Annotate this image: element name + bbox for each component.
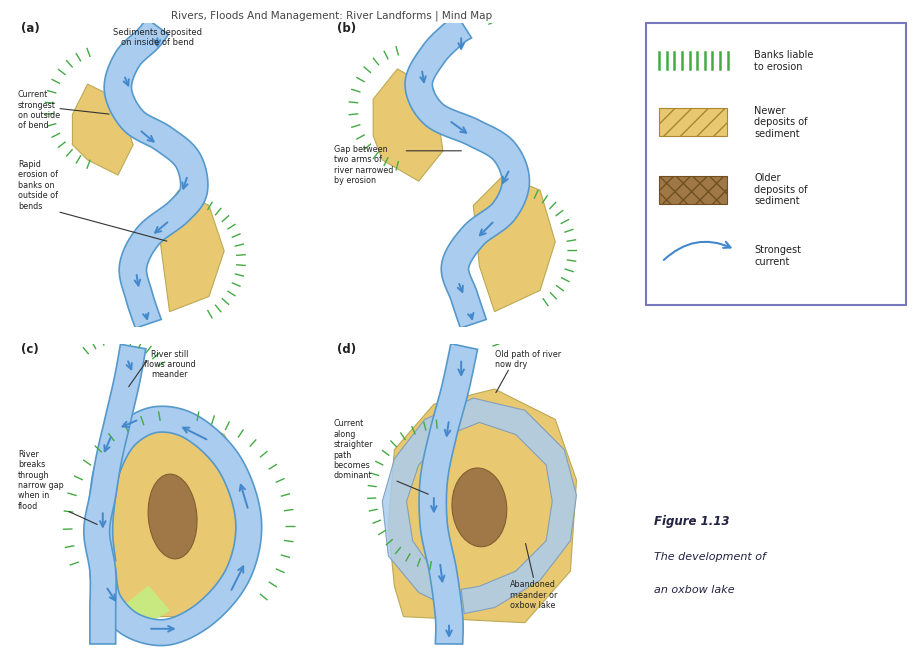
Text: (c): (c) <box>21 343 39 356</box>
Polygon shape <box>104 18 208 328</box>
Text: River
breaks
through
narrow gap
when in
flood: River breaks through narrow gap when in … <box>17 450 64 511</box>
Polygon shape <box>405 15 530 328</box>
Polygon shape <box>157 190 224 311</box>
Text: Current
strongest
on outside
of bend: Current strongest on outside of bend <box>17 90 60 130</box>
Ellipse shape <box>452 468 507 547</box>
Text: River still
flows around
meander: River still flows around meander <box>144 350 195 380</box>
Text: The development of: The development of <box>654 552 765 562</box>
Text: (b): (b) <box>337 23 356 35</box>
Polygon shape <box>382 398 577 614</box>
Text: Current
along
straighter
path
becomes
dominant: Current along straighter path becomes do… <box>333 420 373 480</box>
Text: Abandoned
meander or
oxbow lake: Abandoned meander or oxbow lake <box>509 580 557 610</box>
Polygon shape <box>473 175 555 311</box>
Polygon shape <box>118 586 169 623</box>
Text: Strongest
current: Strongest current <box>754 245 801 267</box>
Polygon shape <box>87 406 262 646</box>
FancyBboxPatch shape <box>646 23 906 305</box>
Polygon shape <box>373 69 443 181</box>
Text: an oxbow lake: an oxbow lake <box>654 586 734 596</box>
Polygon shape <box>84 344 146 644</box>
Text: Rapid
erosion of
banks on
outside of
bends: Rapid erosion of banks on outside of ben… <box>17 160 58 211</box>
Text: Rivers, Floods And Management: River Landforms | Mind Map: Rivers, Floods And Management: River Lan… <box>171 10 492 21</box>
Text: Figure 1.13: Figure 1.13 <box>654 515 729 528</box>
Polygon shape <box>389 389 577 623</box>
Bar <box>659 176 727 203</box>
Polygon shape <box>419 344 478 644</box>
Text: Older
deposits of
sediment: Older deposits of sediment <box>754 173 808 206</box>
Text: Old path of river
now dry: Old path of river now dry <box>495 350 561 369</box>
Ellipse shape <box>148 474 197 559</box>
Text: Gap between
two arms of
river narrowed
by erosion: Gap between two arms of river narrowed b… <box>333 145 393 185</box>
Bar <box>659 109 727 136</box>
Polygon shape <box>73 84 134 175</box>
Text: Sediments deposited
on inside of bend: Sediments deposited on inside of bend <box>113 28 202 47</box>
Text: (d): (d) <box>337 343 356 356</box>
Text: Newer
deposits of
sediment: Newer deposits of sediment <box>754 105 808 139</box>
Polygon shape <box>97 410 249 616</box>
Text: Banks liable
to erosion: Banks liable to erosion <box>754 50 813 71</box>
Text: (a): (a) <box>21 23 40 35</box>
